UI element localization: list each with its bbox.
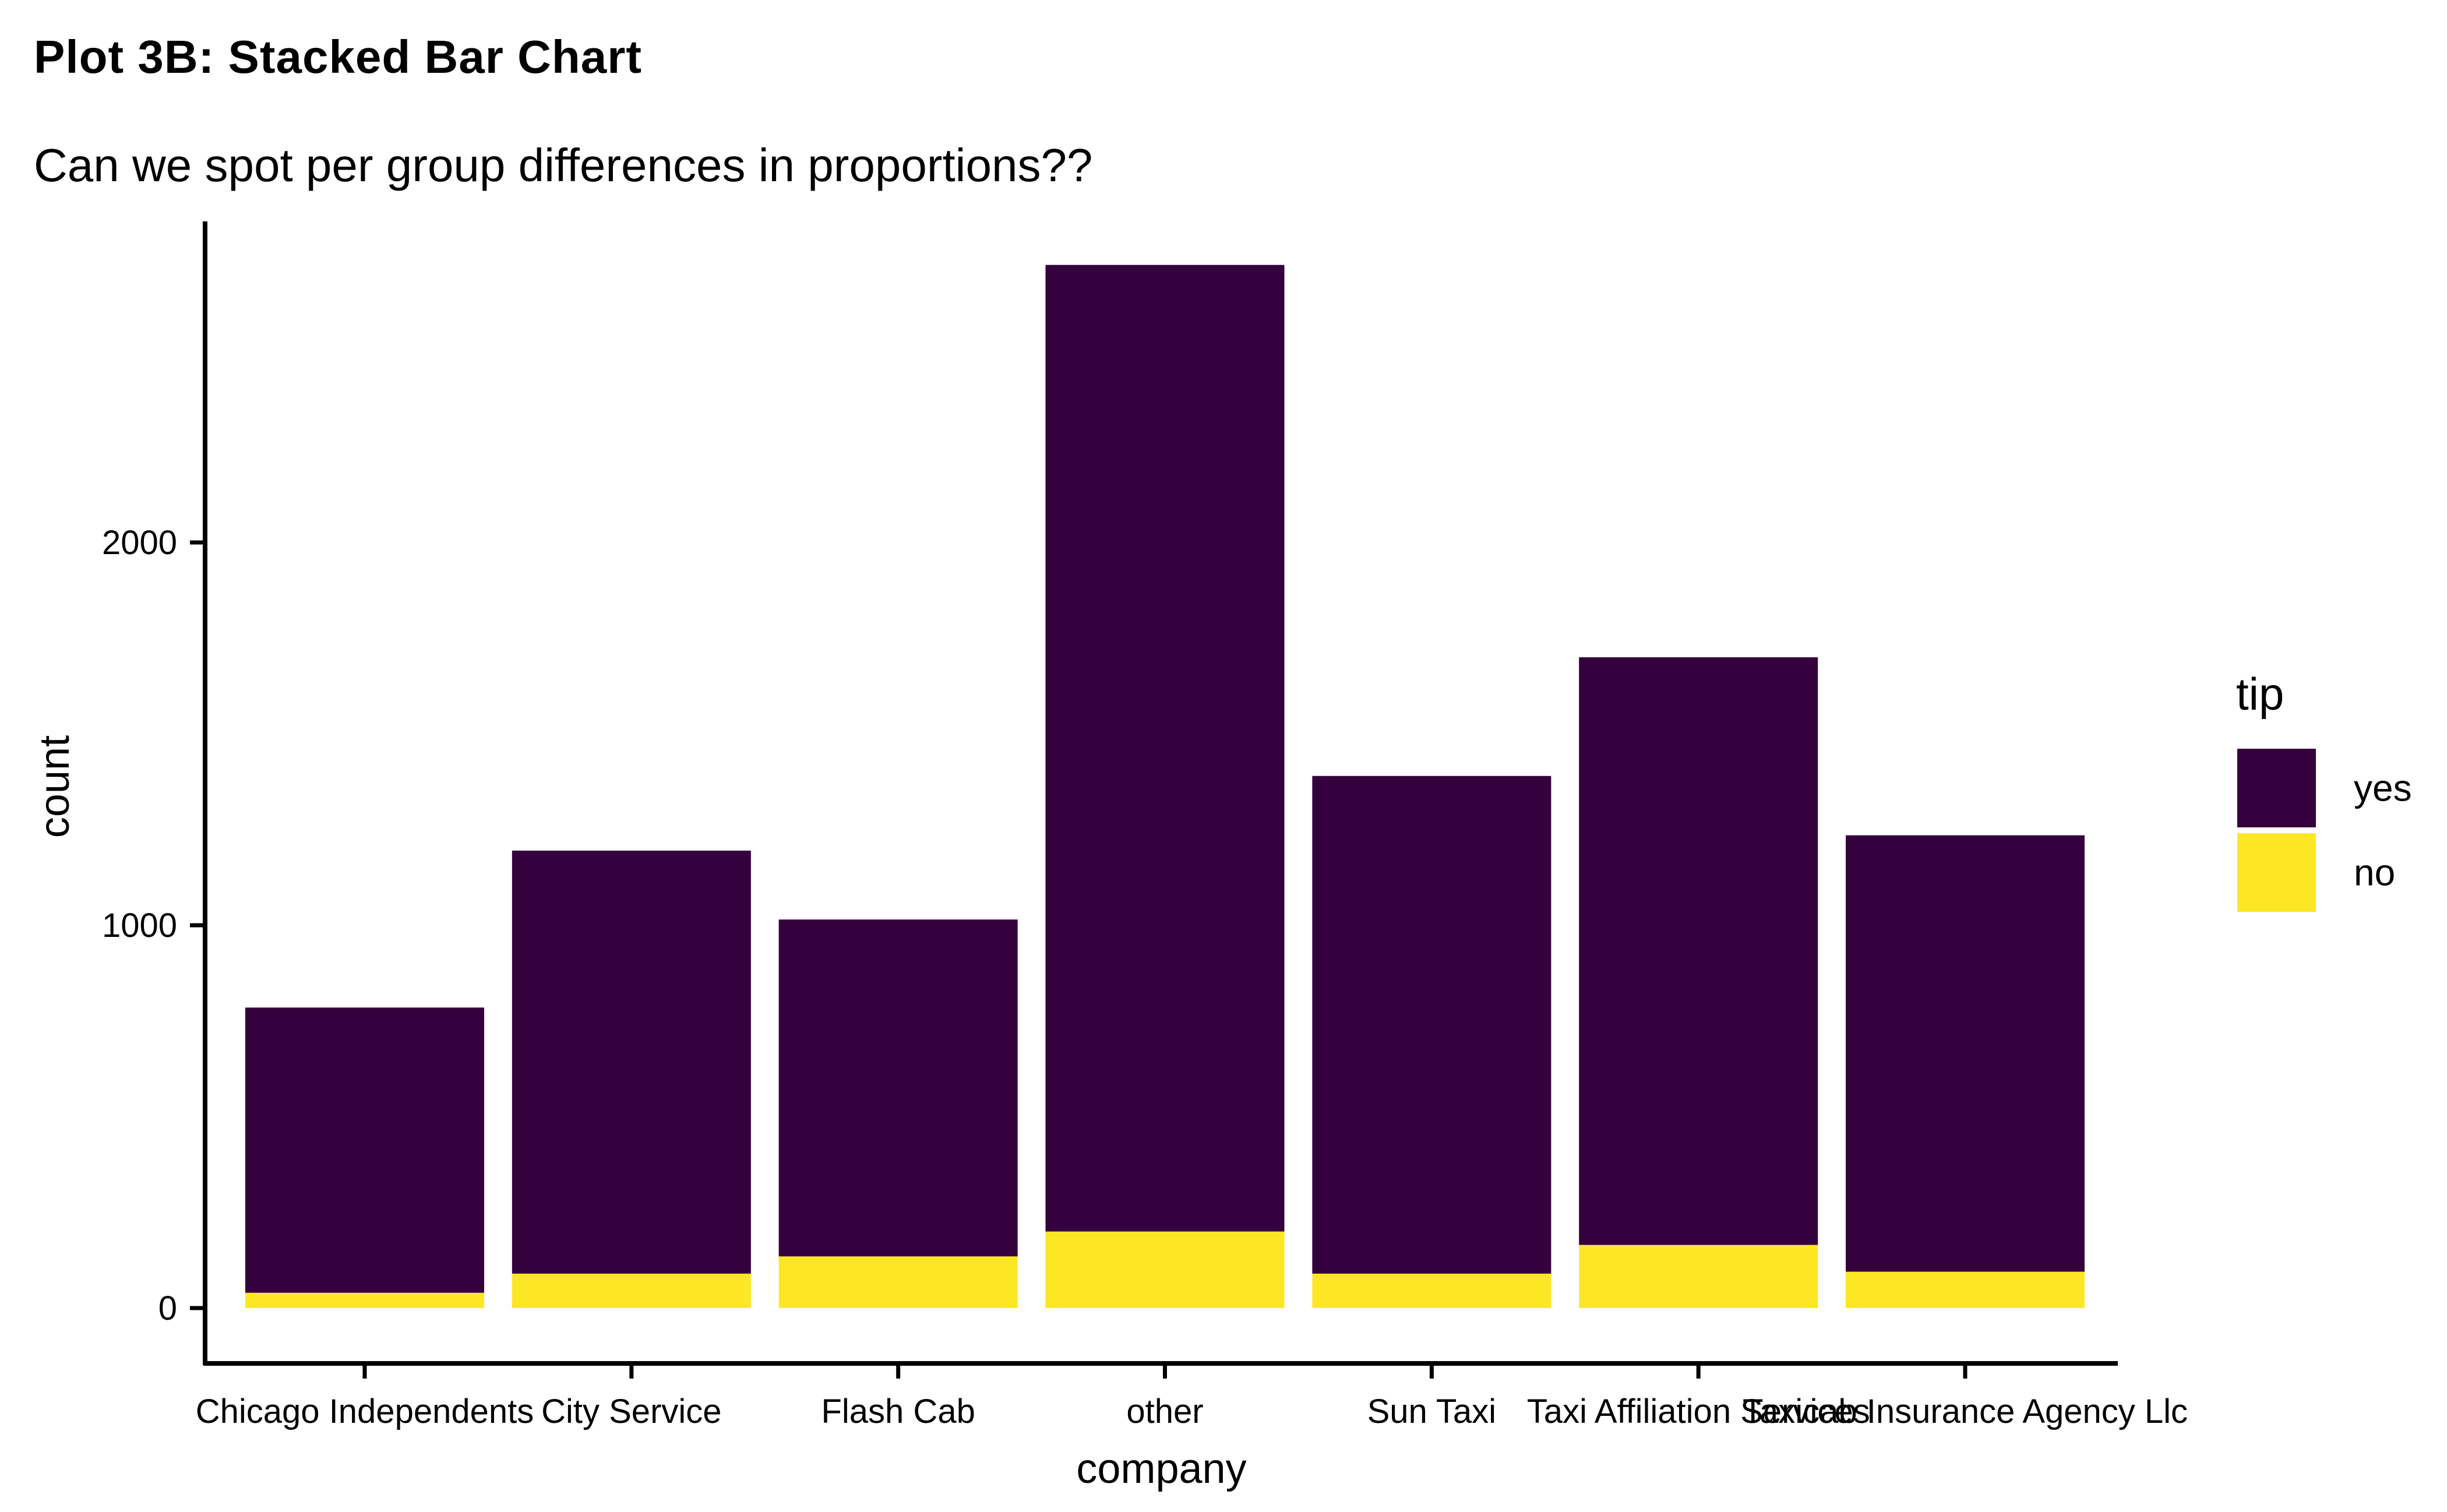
x-tick-label-6: Taxicab Insurance Agency Llc [1743,1393,2188,1430]
bar-no-3 [1045,1231,1285,1308]
bar-no-0 [245,1292,484,1308]
y-axis-title: count [31,735,78,838]
bar-yes-5 [1579,657,1818,1245]
legend-key-yes [2237,749,2316,827]
bar-no-1 [512,1273,751,1308]
bar-no-5 [1579,1245,1818,1308]
bar-yes-3 [1045,265,1285,1232]
x-tick-label-4: Sun Taxi [1367,1393,1496,1430]
legend: tip yes no [2236,668,2412,912]
axes-layer: Chicago Independents City Service Flash Ca… [102,221,2188,1430]
x-axis-title: company [1076,1446,1246,1492]
bar-no-6 [1846,1271,2085,1308]
legend-key-no [2237,833,2316,912]
bar-yes-0 [245,1007,484,1293]
legend-title: tip [2236,668,2284,720]
legend-label-no: no [2354,852,2395,894]
chart-subtitle: Can we spot per group differences in pro… [34,139,1093,191]
legend-label-yes: yes [2354,767,2412,809]
y-tick-label-0: 0 [158,1289,177,1327]
bars-layer [245,265,2085,1308]
x-tick-label-0: Chicago Independents [196,1393,534,1430]
chart-title: Plot 3B: Stacked Bar Chart [34,31,643,83]
bar-yes-1 [512,850,751,1274]
x-tick-label-5: Taxi Affiliation Services [1527,1393,1870,1430]
bar-yes-2 [778,919,1018,1257]
x-tick-label-2: Flash Cab [821,1393,975,1430]
bar-no-2 [778,1256,1018,1308]
x-tick-label-3: other [1126,1393,1203,1430]
bar-yes-4 [1312,776,1552,1274]
y-tick-label-1: 1000 [102,907,177,944]
y-tick-label-2: 2000 [102,524,177,562]
bar-no-4 [1312,1273,1552,1308]
bar-yes-6 [1846,835,2085,1272]
x-tick-label-1: City Service [541,1393,721,1430]
